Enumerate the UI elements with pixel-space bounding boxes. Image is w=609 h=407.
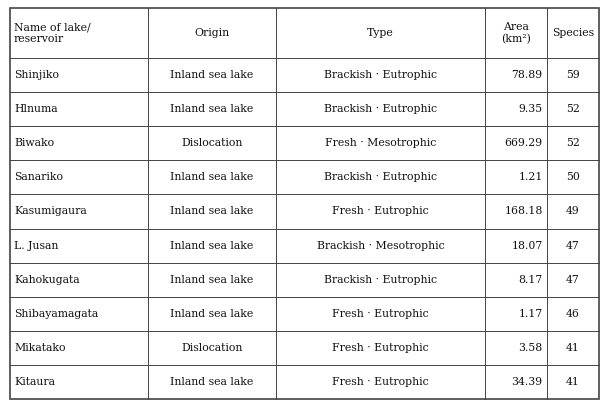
Text: Name of lake/
reservoir: Name of lake/ reservoir bbox=[14, 22, 91, 44]
Text: 41: 41 bbox=[566, 343, 580, 353]
Text: 34.39: 34.39 bbox=[512, 377, 543, 387]
Text: 3.58: 3.58 bbox=[518, 343, 543, 353]
Text: Dislocation: Dislocation bbox=[181, 138, 242, 148]
Text: Brackish · Eutrophic: Brackish · Eutrophic bbox=[324, 275, 437, 284]
Text: 46: 46 bbox=[566, 309, 580, 319]
Text: Inland sea lake: Inland sea lake bbox=[171, 104, 253, 114]
Text: Inland sea lake: Inland sea lake bbox=[171, 275, 253, 284]
Text: 41: 41 bbox=[566, 377, 580, 387]
Text: Dislocation: Dislocation bbox=[181, 343, 242, 353]
Text: Shinjiko: Shinjiko bbox=[14, 70, 59, 80]
Text: Mikatako: Mikatako bbox=[14, 343, 66, 353]
Text: Fresh · Mesotrophic: Fresh · Mesotrophic bbox=[325, 138, 436, 148]
Text: L. Jusan: L. Jusan bbox=[14, 241, 58, 251]
Text: 59: 59 bbox=[566, 70, 580, 80]
Text: Brackish · Mesotrophic: Brackish · Mesotrophic bbox=[317, 241, 445, 251]
Text: 52: 52 bbox=[566, 104, 580, 114]
Text: Area
(km²): Area (km²) bbox=[501, 22, 531, 44]
Text: Brackish · Eutrophic: Brackish · Eutrophic bbox=[324, 172, 437, 182]
Text: Shibayamagata: Shibayamagata bbox=[14, 309, 98, 319]
Text: Inland sea lake: Inland sea lake bbox=[171, 172, 253, 182]
Text: 8.17: 8.17 bbox=[518, 275, 543, 284]
Text: 1.21: 1.21 bbox=[518, 172, 543, 182]
Text: Sanariko: Sanariko bbox=[14, 172, 63, 182]
Text: 47: 47 bbox=[566, 275, 580, 284]
Text: Hlnuma: Hlnuma bbox=[14, 104, 58, 114]
Text: Brackish · Eutrophic: Brackish · Eutrophic bbox=[324, 104, 437, 114]
Text: Inland sea lake: Inland sea lake bbox=[171, 309, 253, 319]
Text: Type: Type bbox=[367, 28, 394, 38]
Text: Biwako: Biwako bbox=[14, 138, 54, 148]
Text: Inland sea lake: Inland sea lake bbox=[171, 377, 253, 387]
Text: Origin: Origin bbox=[194, 28, 230, 38]
Text: Inland sea lake: Inland sea lake bbox=[171, 206, 253, 217]
Text: Fresh · Eutrophic: Fresh · Eutrophic bbox=[332, 377, 429, 387]
Text: 669.29: 669.29 bbox=[505, 138, 543, 148]
Text: 168.18: 168.18 bbox=[504, 206, 543, 217]
Text: Kitaura: Kitaura bbox=[14, 377, 55, 387]
Text: Inland sea lake: Inland sea lake bbox=[171, 241, 253, 251]
Text: Kahokugata: Kahokugata bbox=[14, 275, 80, 284]
Text: Species: Species bbox=[552, 28, 594, 38]
Text: Brackish · Eutrophic: Brackish · Eutrophic bbox=[324, 70, 437, 80]
Text: 50: 50 bbox=[566, 172, 580, 182]
Text: 18.07: 18.07 bbox=[512, 241, 543, 251]
Text: 1.17: 1.17 bbox=[518, 309, 543, 319]
Text: 49: 49 bbox=[566, 206, 580, 217]
Text: 78.89: 78.89 bbox=[512, 70, 543, 80]
Text: 47: 47 bbox=[566, 241, 580, 251]
Text: Fresh · Eutrophic: Fresh · Eutrophic bbox=[332, 206, 429, 217]
Text: Fresh · Eutrophic: Fresh · Eutrophic bbox=[332, 309, 429, 319]
Text: 52: 52 bbox=[566, 138, 580, 148]
Text: Kasumigaura: Kasumigaura bbox=[14, 206, 86, 217]
Text: Fresh · Eutrophic: Fresh · Eutrophic bbox=[332, 343, 429, 353]
Text: Inland sea lake: Inland sea lake bbox=[171, 70, 253, 80]
Text: 9.35: 9.35 bbox=[519, 104, 543, 114]
